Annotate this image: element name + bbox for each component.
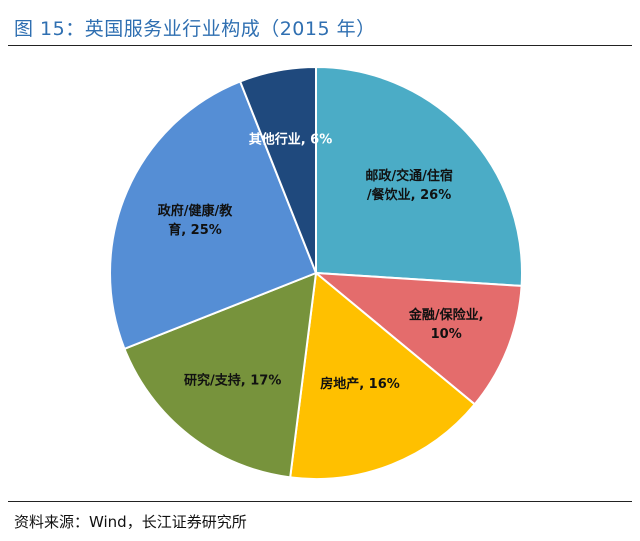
- pie-labels: 邮政/交通/住宿/餐饮业, 26% 金融/保险业, 10% 房地产, 16% 研究/支持…: [158, 131, 484, 392]
- slice-label-line: 邮政/交通/住宿: [365, 168, 453, 184]
- source-divider: [8, 501, 632, 502]
- slice-data-label: 研究/支持, 17%: [184, 372, 281, 388]
- pie-slice: [109, 80, 318, 351]
- pie-slices: [109, 65, 523, 480]
- slice-data-label: 金融/保险业, 10%: [408, 307, 484, 342]
- slice-label-line: 育, 25%: [168, 222, 222, 238]
- figure-title: 图 15：英国服务业行业构成（2015 年）: [14, 18, 376, 40]
- pie-slice: [238, 65, 317, 274]
- slice-data-label: 其他行业, 6%: [249, 131, 333, 147]
- pie-chart: 邮政/交通/住宿/餐饮业, 26% 金融/保险业, 10% 房地产, 16% 研究/支持…: [109, 65, 523, 480]
- pie-slice: [315, 65, 523, 287]
- slice-label-line: 研究/支持, 17%: [184, 372, 281, 388]
- slice-label-line: /餐饮业, 26%: [367, 187, 451, 203]
- pie-slice: [312, 271, 523, 406]
- slice-data-label: 邮政/交通/住宿/餐饮业, 26%: [365, 168, 453, 203]
- slice-data-label: 房地产, 16%: [320, 376, 400, 392]
- slice-label-line: 政府/健康/教: [158, 203, 233, 219]
- pie-slice: [289, 271, 477, 480]
- slice-label-line: 金融/保险业,: [408, 307, 484, 323]
- slice-data-label: 政府/健康/教育, 25%: [158, 203, 233, 238]
- slice-label-line: 房地产, 16%: [320, 376, 400, 392]
- source-note: 资料来源：Wind，长江证券研究所: [14, 513, 247, 531]
- slice-label-line: 其他行业, 6%: [249, 131, 333, 147]
- pie-slice: [123, 271, 318, 479]
- slice-label-line: 10%: [431, 327, 462, 342]
- title-divider: [8, 45, 632, 46]
